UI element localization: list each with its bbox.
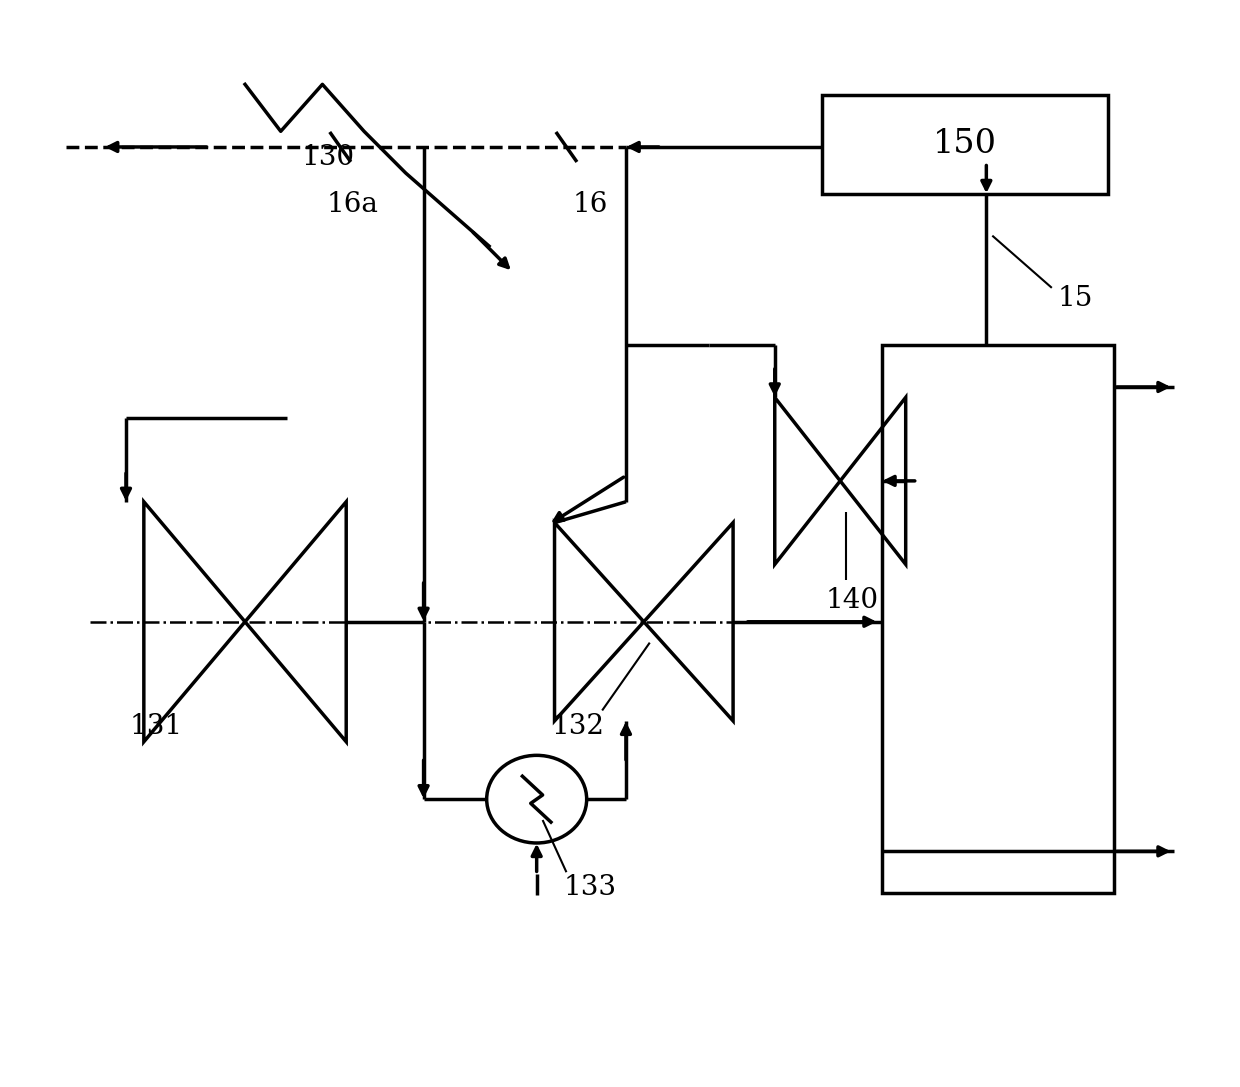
Text: 131: 131 (129, 713, 182, 739)
Text: 140: 140 (826, 587, 879, 614)
FancyBboxPatch shape (882, 346, 1114, 894)
Text: 16a: 16a (326, 191, 378, 217)
Text: 16: 16 (573, 191, 608, 217)
FancyBboxPatch shape (822, 95, 1109, 193)
Text: 133: 133 (564, 874, 616, 901)
Text: 150: 150 (934, 128, 997, 161)
Text: 130: 130 (301, 143, 355, 171)
Text: 15: 15 (1058, 285, 1094, 312)
Text: 132: 132 (552, 713, 605, 739)
